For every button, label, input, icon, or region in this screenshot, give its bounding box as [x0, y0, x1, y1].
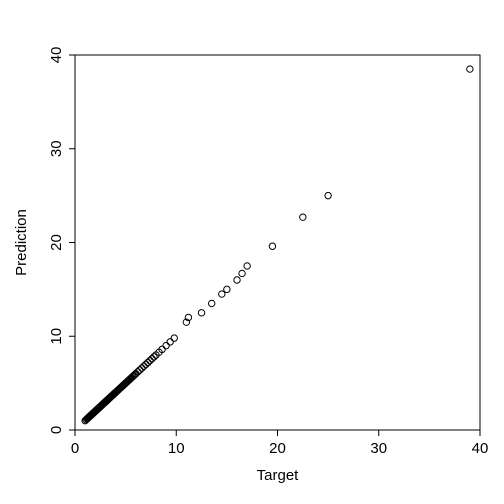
x-tick-label: 30 — [370, 440, 387, 457]
x-tick-label: 40 — [472, 440, 489, 457]
x-axis-label: Target — [257, 467, 300, 484]
x-tick-label: 10 — [168, 440, 185, 457]
y-tick-label: 10 — [48, 328, 65, 345]
y-tick-label: 20 — [48, 234, 65, 251]
x-tick-label: 0 — [71, 440, 79, 457]
y-tick-label: 40 — [48, 47, 65, 64]
y-axis-label: Prediction — [13, 209, 30, 276]
chart-svg: 0 10 20 30 40 0 10 20 30 40 Target Prediction — [0, 0, 504, 504]
x-tick-label: 20 — [269, 440, 286, 457]
y-tick-label: 0 — [48, 426, 65, 434]
chart-bg — [0, 0, 504, 504]
scatter-chart: 0 10 20 30 40 0 10 20 30 40 Target Prediction — [0, 0, 504, 504]
y-tick-label: 30 — [48, 140, 65, 157]
